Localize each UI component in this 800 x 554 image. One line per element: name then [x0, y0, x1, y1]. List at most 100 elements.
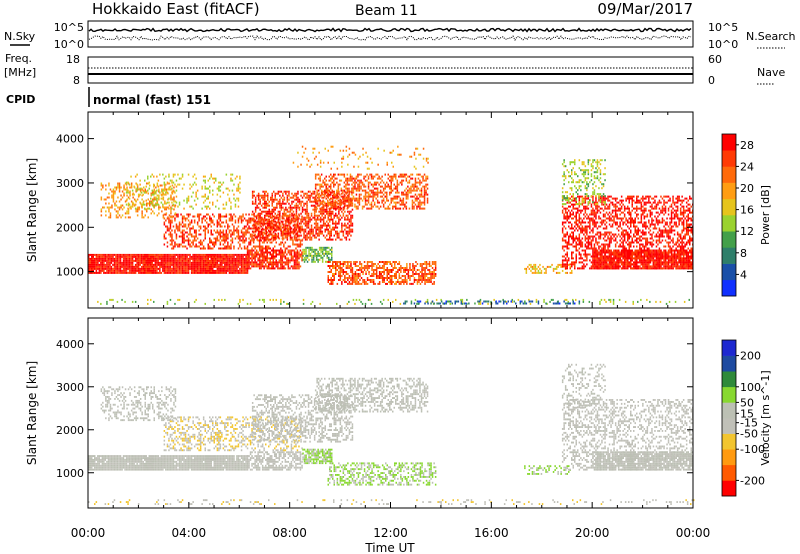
power-cell [426, 177, 429, 180]
power-cell [561, 231, 564, 234]
power-cell [378, 281, 381, 283]
power-cell [398, 191, 400, 194]
power-cell [209, 269, 211, 272]
power-cell [267, 218, 269, 221]
power-cell [292, 257, 294, 260]
power-cell [295, 224, 298, 227]
power-cell [231, 179, 234, 182]
power-cell [390, 185, 392, 188]
power-cell [193, 261, 196, 264]
power-cell [264, 222, 266, 225]
power-cell [397, 279, 399, 281]
power-cell [210, 241, 212, 244]
power-cell [165, 219, 167, 222]
power-cell [344, 228, 346, 231]
power-cell [183, 265, 185, 268]
power-cell [333, 190, 335, 193]
power-cell [346, 181, 349, 184]
power-cell [265, 218, 267, 221]
power-cell [254, 222, 257, 225]
power-cell [207, 229, 209, 232]
power-cell [218, 263, 220, 266]
power-cell [266, 257, 268, 260]
power-cell [251, 230, 254, 233]
power-cell [350, 267, 352, 269]
power-cell [425, 263, 428, 265]
power-cell [342, 173, 344, 176]
power-cell [306, 204, 308, 207]
power-cell [209, 191, 211, 194]
power-cell [268, 245, 270, 248]
power-cell [366, 191, 368, 194]
power-cell [365, 271, 367, 273]
power-cell [423, 187, 426, 190]
power-cell [412, 267, 414, 269]
power-cell [321, 210, 323, 213]
power-cell [103, 263, 105, 266]
power-cell [189, 187, 191, 190]
power-cell [134, 265, 137, 268]
power-cell [336, 194, 339, 197]
power-cell [144, 179, 146, 182]
power-cell [327, 271, 329, 273]
power-cell [356, 265, 358, 267]
power-cell [121, 271, 123, 274]
power-cell [168, 221, 170, 224]
power-cell [257, 214, 260, 217]
power-cell [255, 245, 258, 248]
power-cell [204, 259, 206, 262]
power-cell [319, 183, 321, 186]
power-cell [242, 219, 244, 222]
power-cell [230, 255, 232, 258]
power-cell [270, 238, 272, 241]
power-cell [233, 271, 235, 274]
power-cell [346, 187, 349, 190]
power-cell [240, 257, 243, 260]
power-cell [240, 253, 243, 256]
power-cell [290, 219, 293, 222]
power-cell [265, 204, 267, 207]
power-cell [184, 265, 187, 268]
power-cell [215, 239, 217, 242]
power-cell [280, 243, 282, 246]
power-cell [329, 218, 331, 221]
power-cell [259, 200, 261, 203]
power-cell [228, 229, 231, 232]
power-cell [314, 177, 317, 180]
power-cell [219, 217, 222, 220]
power-cell [156, 261, 158, 264]
power-cell [375, 205, 377, 208]
power-cell [345, 218, 348, 221]
power-cell [245, 233, 247, 236]
power-cell [118, 269, 120, 272]
power-cell [427, 279, 429, 281]
power-cell [98, 253, 101, 256]
power-cell [414, 179, 417, 182]
power-cell [314, 254, 316, 257]
power-cell [312, 234, 314, 237]
power-cell [153, 198, 155, 201]
power-cell [115, 255, 117, 258]
power-cell [130, 257, 132, 260]
power-cell [227, 227, 229, 230]
power-cell [271, 196, 273, 199]
power-cell [175, 257, 178, 260]
power-cell [125, 199, 128, 202]
power-cell [540, 269, 543, 272]
power-cell [201, 255, 203, 258]
power-cell [219, 229, 222, 232]
power-cell [279, 200, 281, 203]
power-cell [330, 269, 332, 271]
power-cell [274, 196, 276, 199]
power-cell [192, 235, 194, 238]
power-cell [419, 279, 422, 281]
power-cell [339, 265, 342, 267]
power-cell [92, 261, 94, 264]
power-cell [266, 245, 268, 248]
power-cell [204, 263, 206, 266]
power-cell [329, 282, 331, 285]
power-cell [201, 267, 203, 270]
power-cell [348, 183, 350, 186]
power-cell [120, 204, 122, 207]
power-cell [123, 192, 125, 195]
